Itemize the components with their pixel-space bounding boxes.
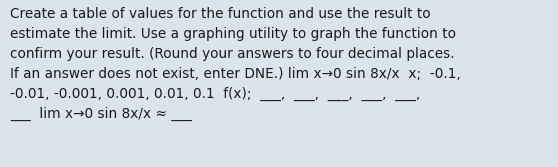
Text: Create a table of values for the function and use the result to
estimate the lim: Create a table of values for the functio… <box>10 7 461 121</box>
